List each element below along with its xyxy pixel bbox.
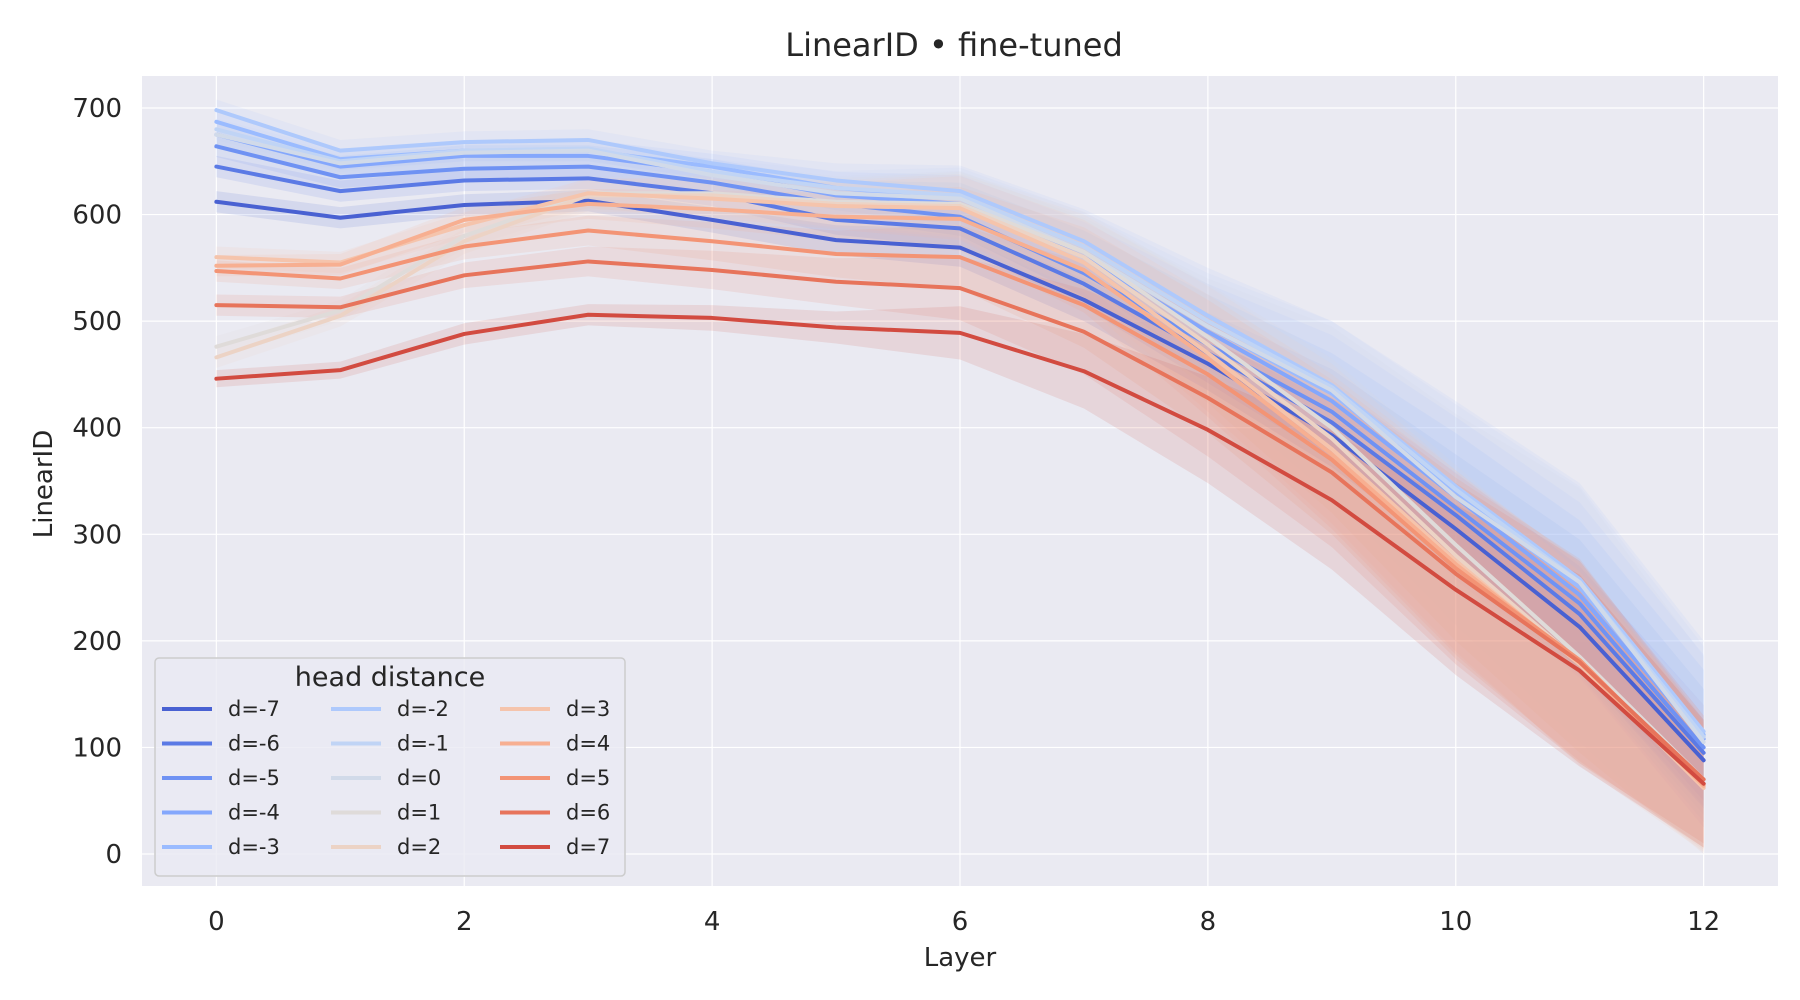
legend-items: d=-7 d=-6 d=-5 d=-4 d=-3 d=-2 d=-1 d=0 d=1 d=2 d=3… [162,697,610,859]
legend-label: d=6 [566,801,610,825]
series-line-d=5 [214,228,1706,786]
legend-label: d=-5 [228,766,280,790]
x-tick-label: 0 [208,907,225,937]
legend-label: d=1 [397,801,441,825]
x-tick-label: 6 [952,907,969,937]
x-tick-label: 12 [1687,907,1720,937]
series-line-d=-7 [214,198,1706,763]
legend-label: d=4 [566,732,610,756]
legend-label: d=-7 [228,697,280,721]
series-lines [214,108,1706,790]
grid-lines [142,76,1778,886]
legend-label: d=7 [566,835,610,859]
x-tick-label: 8 [1200,907,1217,937]
x-tick-labels: 0 2 4 6 8 10 12 [208,907,1720,937]
x-tick-label: 4 [704,907,721,937]
y-tick-label: 600 [72,201,122,231]
y-tick-label: 100 [72,733,122,763]
series-line-d=7 [214,312,1706,786]
series-line-d=-2 [214,108,1706,734]
legend: head distance d=-7d=-6d=-5d=-4d=-3d=-2d=… [154,657,626,877]
legend-label: d=-3 [228,835,280,859]
band-d=-3 [216,111,1704,815]
y-tick-labels: 0 100 200 300 400 500 600 700 [72,94,122,870]
legend-label: d=-4 [228,801,280,825]
legend-label: d=3 [566,697,610,721]
series-line-d=4 [214,201,1706,788]
series-line-d=1 [214,191,1706,782]
series-line-d=-5 [214,144,1706,750]
x-tick-label: 10 [1439,907,1472,937]
legend-label: d=-6 [228,732,280,756]
band-d=-4 [216,123,1704,809]
band-d=-1 [216,118,1704,828]
y-tick-label: 200 [72,627,122,657]
legend-label: d=0 [397,766,441,790]
series-line-d=-6 [214,164,1706,755]
series-line-d=6 [214,259,1706,782]
series-line-d=0 [214,132,1706,745]
legend-title: head distance [295,662,485,693]
series-line-d=2 [214,193,1706,787]
y-tick-label: 500 [72,307,122,337]
y-tick-label: 0 [105,840,122,870]
chart-title: LinearID • fine-tuned [785,26,1123,64]
series-line-d=3 [214,191,1706,790]
x-tick-label: 2 [456,907,473,937]
legend-label: d=2 [397,835,441,859]
legend-label: d=-1 [397,732,449,756]
y-tick-label: 700 [72,94,122,124]
y-tick-label: 300 [72,520,122,550]
band-d=1 [216,171,1704,855]
y-axis-label: LinearID [29,430,59,539]
y-tick-label: 400 [72,414,122,444]
legend-label: d=-2 [397,697,449,721]
series-line-d=-1 [214,127,1706,739]
band-d=6 [216,246,1704,844]
legend-label: d=5 [566,766,610,790]
legend-box [154,657,626,877]
x-axis-label: Layer [924,943,997,973]
band-d=-7 [216,190,1704,787]
